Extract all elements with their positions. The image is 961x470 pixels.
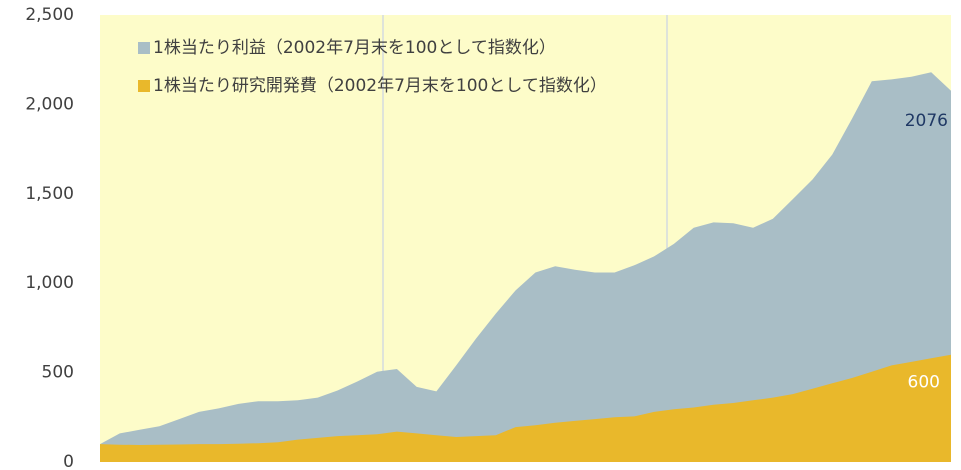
- legend: 1株当たり利益（2002年7月末を100として指数化） 1株当たり研究開発費（20…: [138, 38, 607, 96]
- legend-label: 1株当たり利益（2002年7月末を100として指数化）: [153, 38, 556, 58]
- legend-swatch: [138, 42, 150, 54]
- y-tick-label: 0: [63, 452, 74, 470]
- data-label: 600: [908, 373, 940, 393]
- data-label: 2076: [905, 111, 948, 131]
- y-tick-label: 2,000: [25, 94, 74, 114]
- area: [100, 354, 951, 462]
- y-tick-label: 1,500: [25, 184, 74, 204]
- legend-swatch: [138, 80, 150, 92]
- area: [100, 72, 951, 462]
- y-tick-label: 1,000: [25, 273, 74, 293]
- y-tick-label: 2,500: [25, 5, 74, 25]
- legend-label: 1株当たり研究開発費（2002年7月末を100として指数化）: [153, 76, 607, 96]
- y-tick-label: 500: [42, 363, 74, 383]
